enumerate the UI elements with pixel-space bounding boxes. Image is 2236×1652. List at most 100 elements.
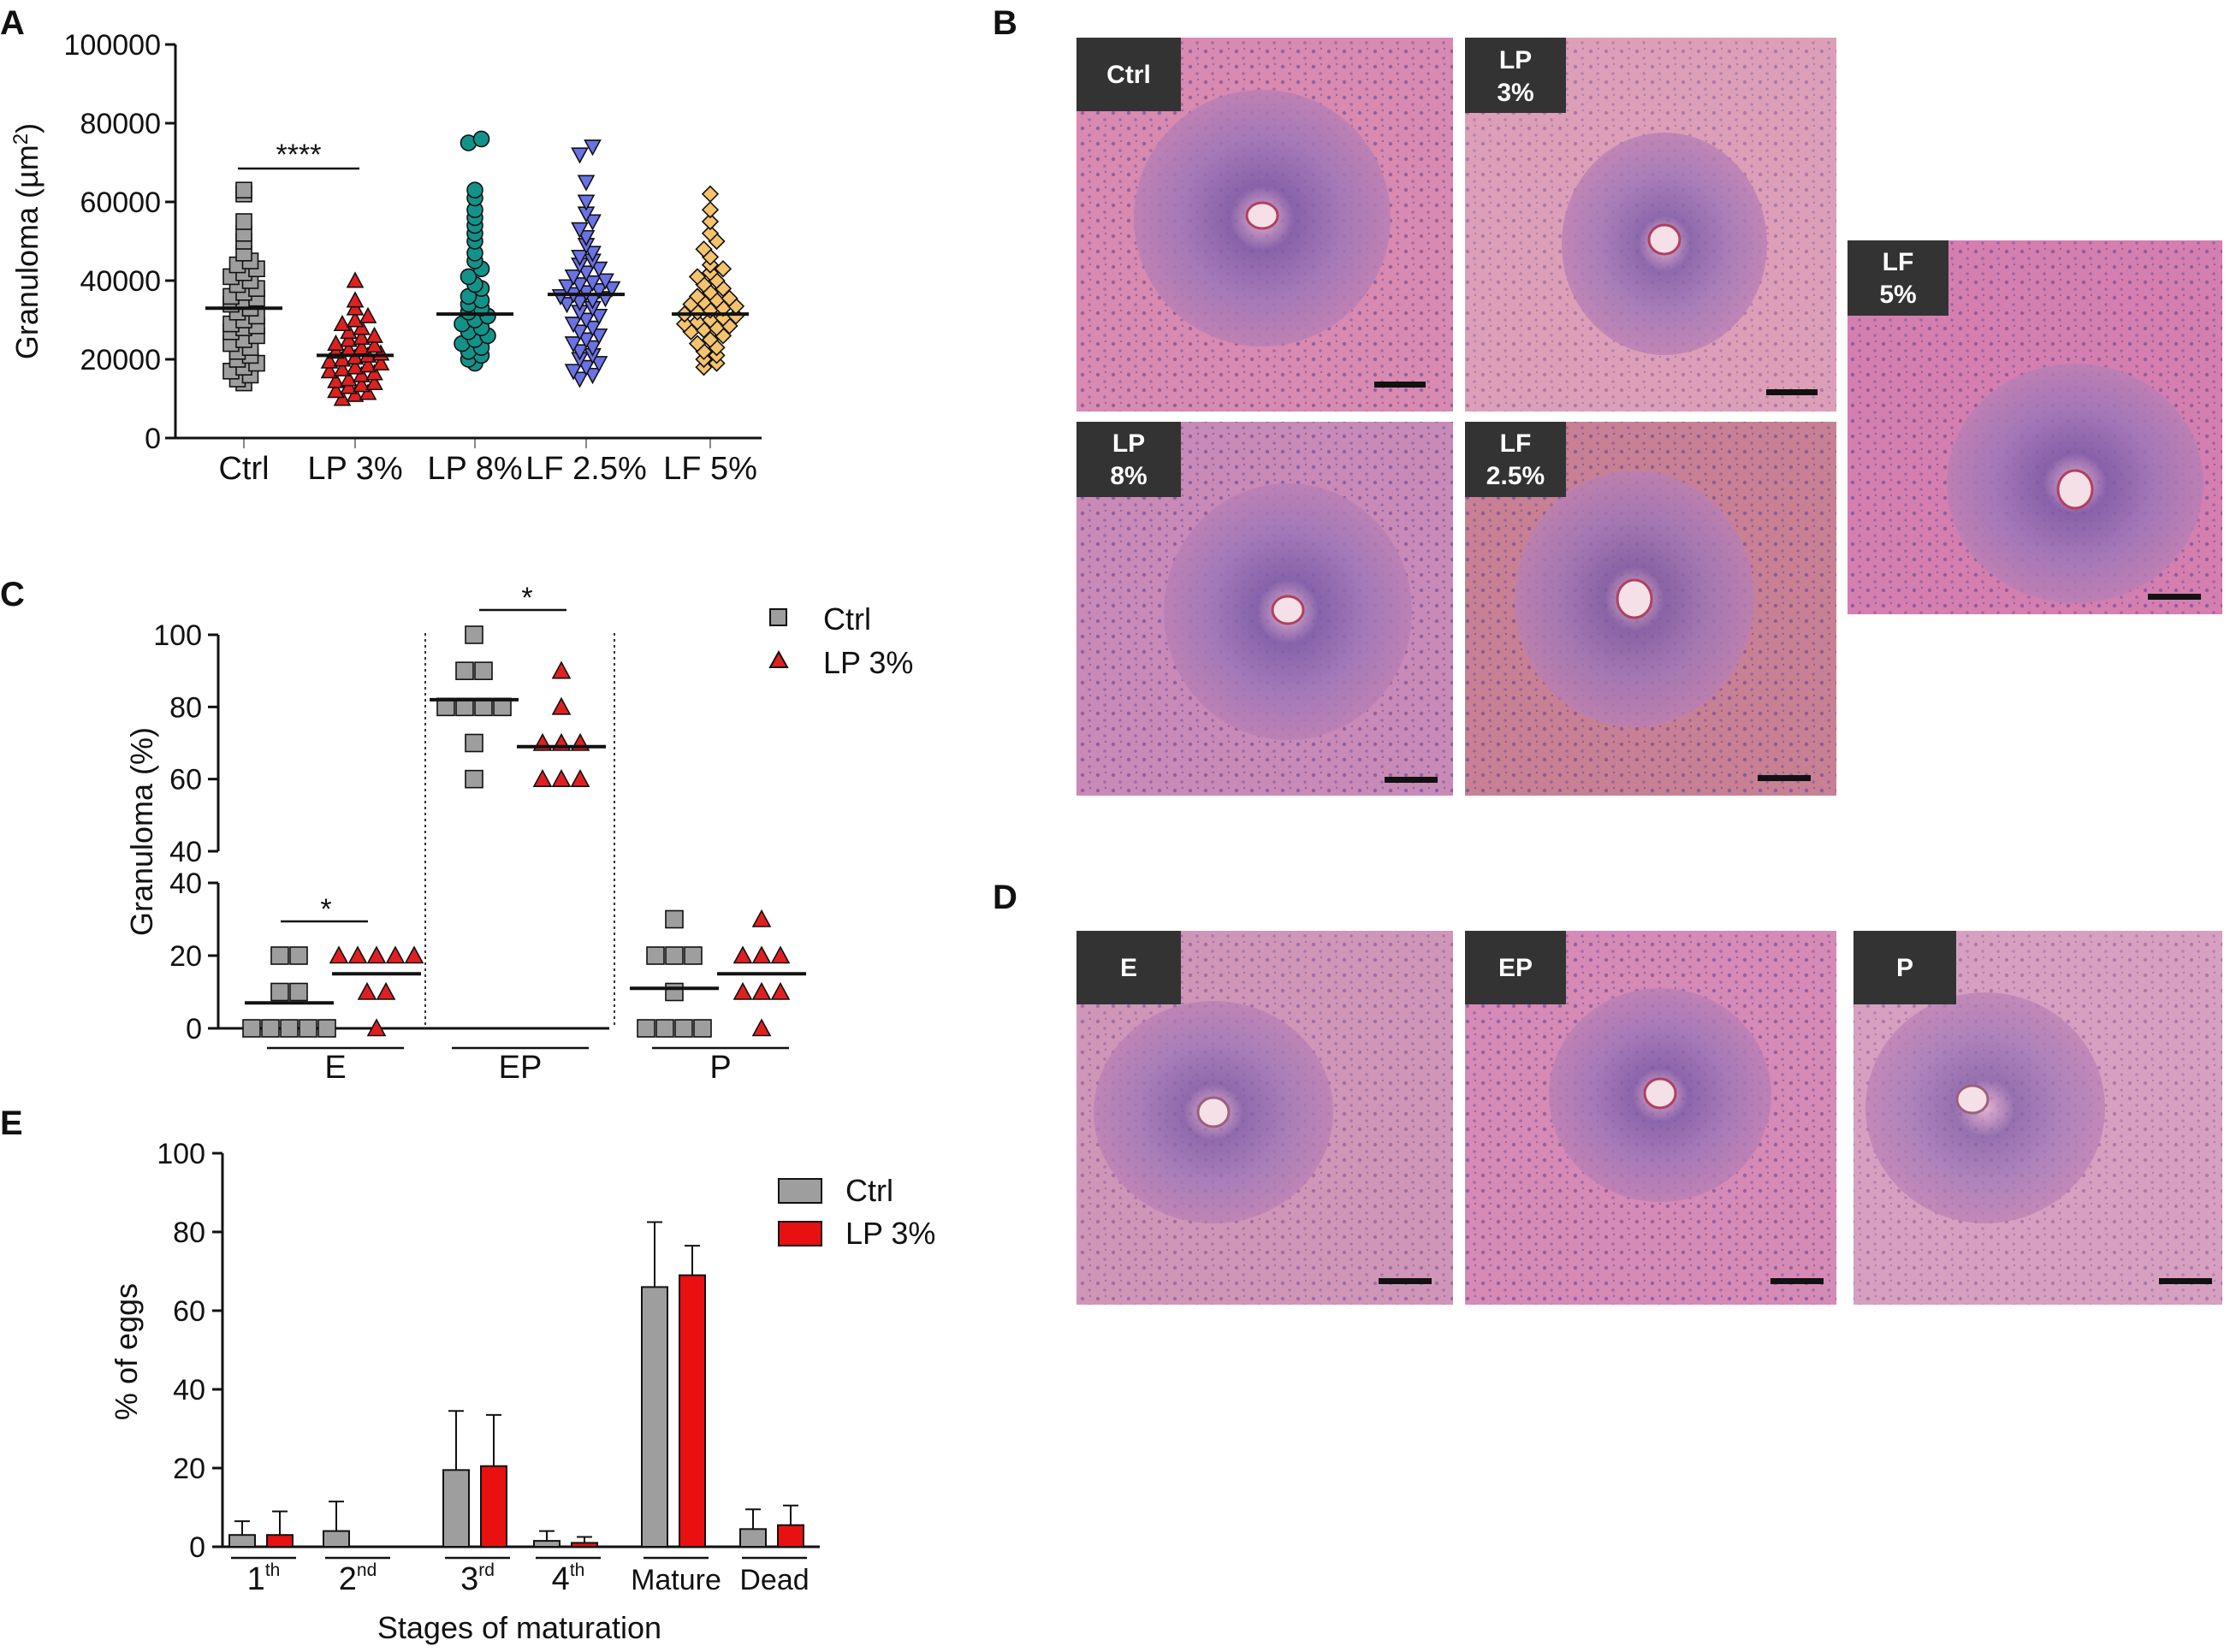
panel-e-ytick-label-2: 40 [173,1374,205,1406]
micrograph-lp3-label-1: LP [1499,46,1532,74]
panel-c-point-0-0 [242,1019,261,1038]
panel-c-ytick-upper-label-3: 100 [153,619,202,652]
panel-c-point-1-0 [366,1018,387,1037]
panel-a-point-3 [571,249,589,267]
micrograph-lf5-label-1: LF [1883,248,1914,276]
panel-c-point-1-0 [404,945,424,964]
micrograph-e-label: E [1120,954,1137,982]
panel-c-point-0-1 [465,769,483,789]
panel-a-point-1 [353,329,371,346]
panel-a-point-1 [346,311,365,328]
panel-c-sig-label-e: * [320,893,331,926]
panel-a-point-3 [564,364,583,381]
panel-e-ytick-label-4: 80 [173,1217,205,1249]
panel-c-point-0-0 [299,1019,317,1038]
panel-c-point-1-0 [366,945,387,964]
panel-a-point-3 [558,279,576,296]
panel-e-category-label-1: 2nd [339,1560,377,1597]
panel-c-point-0-0 [280,1019,299,1038]
panel-a-point-3 [577,175,596,192]
panel-e-category-label-5: Dead [739,1564,809,1596]
panel-a-point-1 [320,352,339,369]
panel-e-y-axis-label: % of eggs [109,1283,144,1420]
micrograph-lf5-label-2: 5% [1879,281,1916,309]
micrograph-lf25-label-2: 2.5% [1486,462,1545,490]
panel-c-point-1-2 [732,981,753,1000]
panel-c-point-0-2 [646,946,665,965]
panel-a-point-4 [701,212,720,231]
panel-a-point-3 [584,275,602,292]
legend-label-ctrl: Ctrl [823,601,871,637]
panel-e-chart: % of eggs Stages of maturation 0 20 40 60 80… [109,1138,935,1645]
panel-a-point-3 [577,229,596,247]
panel-a-point-4 [688,268,707,286]
panel-c-chart: Granuloma (%) 40 60 80 100 0 20 40 E EP P * * Ctr… [124,582,913,1086]
panel-e-ticks: 0 20 40 60 80 100 [157,1138,222,1564]
panel-e-category-label-2: 3rd [460,1560,495,1597]
panel-a-point-3 [590,283,608,300]
panel-c-point-0-0 [317,1019,336,1038]
panel-a-ytick-label-4: 80000 [80,108,161,140]
panel-a-point-1 [333,359,352,376]
panel-a-point-3 [571,147,589,164]
panel-c-legend: Ctrl LP 3% [768,601,913,680]
panel-c-point-1-1 [551,696,572,715]
panel-a-point-1 [365,326,383,343]
panel-a-category-label-3: LF 2.5% [525,451,647,487]
panel-c-point-0-2 [665,946,684,965]
panel-a-point-1 [353,365,371,382]
panel-a-significance-label: **** [276,139,322,171]
micrograph-p: P [1853,931,2222,1305]
panel-c-ticks: 40 60 80 100 0 20 40 E EP P [153,619,789,1086]
panel-e-category-label-4: Mature [631,1564,721,1596]
panel-c-point-1-2 [751,945,772,964]
panel-e-bars [228,1221,804,1548]
panel-a-point-3 [584,320,602,337]
panel-a-point-3 [577,332,596,349]
panel-c-point-1-2 [751,981,772,1000]
panel-a-point-3 [577,265,596,282]
panel-c-ytick-upper-label-0: 40 [169,836,202,868]
panel-a-point-3 [577,359,596,376]
panel-a-point-1 [359,383,377,400]
panel-a-point-4 [714,260,732,278]
panel-a-point-3 [571,324,589,341]
micrograph-lp8: LP 8% [1076,422,1453,796]
panel-label-a: A [0,4,25,42]
panel-c-points [242,625,791,1038]
micrograph-lf5: LF 5% [1848,240,2222,614]
panel-c-point-0-2 [637,1019,655,1038]
panel-a-point-3 [584,367,602,385]
panel-a-point-3 [571,222,589,239]
panel-a-y-axis-label: Granuloma (µm2) [9,123,44,359]
panel-a-point-1 [340,323,358,340]
panel-c-point-0-2 [655,1019,674,1038]
panel-a-point-4 [688,287,707,305]
panel-e-x-axis-label: Stages of maturation [377,1610,661,1645]
panel-c-point-1-2 [770,945,791,964]
micrograph-lp3-label-2: 3% [1497,79,1533,107]
panel-c-point-0-2 [684,946,703,965]
panel-a-chart: Granuloma (µm2) 0 20000 40000 60000 80000 100… [9,29,762,487]
panel-a-point-1 [353,318,371,335]
panel-a-point-0 [235,181,252,198]
panel-a-point-4 [701,201,720,219]
panel-c-point-1-2 [770,981,791,1000]
panel-c-y-axis-label: Granuloma (%) [124,727,159,936]
panel-a-ytick-label-2: 40000 [80,265,161,298]
panel-e-bar-0-0 [228,1534,256,1548]
panel-c-point-1-0 [357,981,377,1000]
panel-c-point-0-0 [270,982,289,1002]
panel-a-point-1 [320,362,339,379]
panel-a-point-3 [571,344,589,361]
panel-a-point-1 [346,291,365,308]
panel-a-point-4 [688,335,707,352]
panel-a-points [222,130,745,406]
panel-a-point-0 [235,213,252,230]
panel-c-point-1-0 [385,945,406,964]
panel-a-point-3 [590,328,608,346]
panel-c-point-1-2 [751,909,772,927]
panel-a-means [205,293,749,358]
panel-c-ytick-lower-label-1: 20 [169,940,202,973]
